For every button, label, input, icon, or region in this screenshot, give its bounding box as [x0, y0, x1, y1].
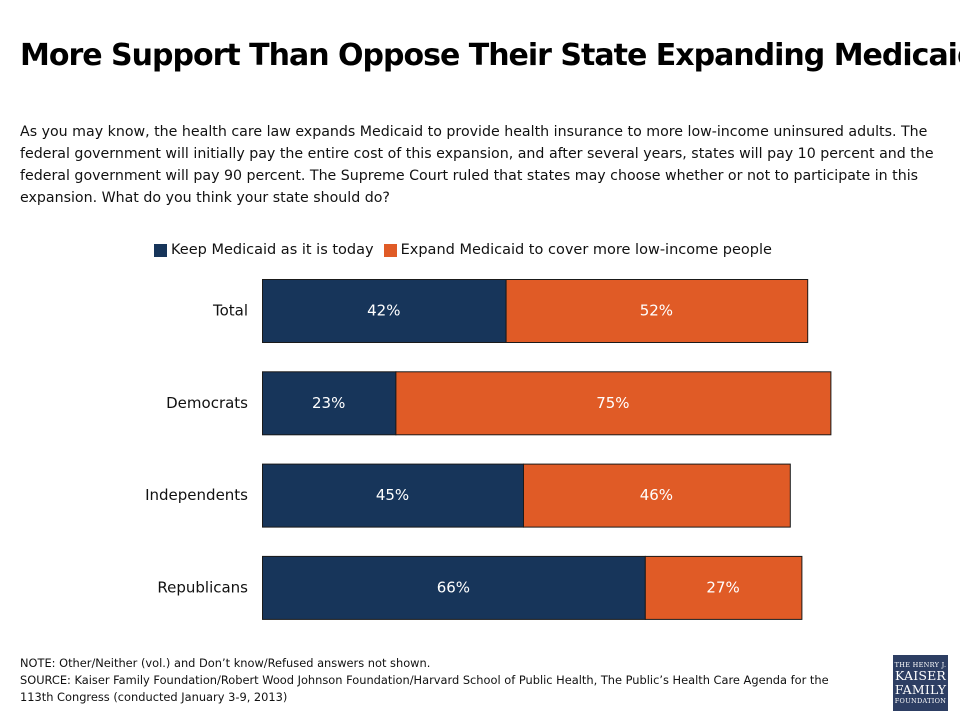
legend-item-keep: Keep Medicaid as it is today	[154, 242, 374, 258]
survey-question: As you may know, the health care law exp…	[20, 124, 934, 206]
kaiser-family-foundation-logo: THE HENRY J. KAISER FAMILY FOUNDATION	[893, 655, 948, 711]
category-label-democrats: Democrats	[166, 394, 248, 412]
data-label-keep-republicans: 66%	[437, 578, 470, 596]
logo-line-1: THE HENRY J.	[894, 661, 947, 669]
data-label-expand-republicans: 27%	[706, 578, 739, 596]
legend-label-keep: Keep Medicaid as it is today	[171, 242, 374, 258]
bar-keep-total	[262, 279, 507, 343]
category-label-republicans: Republicans	[157, 578, 248, 596]
bar-expand-total	[505, 279, 809, 343]
bar-expand-independents	[523, 463, 791, 528]
data-label-keep-total: 42%	[367, 302, 400, 320]
bar-keep-democrats	[262, 371, 397, 436]
bar-expand-republicans	[644, 555, 803, 620]
logo-line-2: KAISER	[894, 668, 947, 683]
logo-line-4: FOUNDATION	[894, 697, 947, 705]
footnote-source: SOURCE: Kaiser Family Foundation/Robert …	[20, 673, 829, 704]
data-label-keep-independents: 45%	[376, 486, 409, 504]
data-label-keep-democrats: 23%	[312, 394, 345, 412]
legend-swatch-expand	[383, 243, 397, 257]
bar-expand-democrats	[395, 371, 832, 436]
chart-legend: Keep Medicaid as it is today Expand Medi…	[154, 240, 782, 260]
data-label-expand-democrats: 75%	[596, 394, 629, 412]
footnotes: NOTE: Other/Neither (vol.) and Don’t kno…	[20, 655, 860, 706]
legend-label-expand: Expand Medicaid to cover more low-income…	[400, 242, 772, 258]
data-label-expand-total: 52%	[640, 302, 673, 320]
legend-item-expand: Expand Medicaid to cover more low-income…	[383, 242, 772, 258]
logo-line-3: FAMILY	[894, 682, 947, 697]
bar-keep-independents	[262, 463, 524, 528]
data-label-expand-independents: 46%	[640, 486, 673, 504]
chart-title: More Support Than Oppose Their State Exp…	[20, 38, 960, 73]
category-label-total: Total	[212, 302, 248, 320]
footnote-note: NOTE: Other/Neither (vol.) and Don’t kno…	[20, 656, 431, 670]
category-label-independents: Independents	[145, 486, 248, 504]
legend-swatch-keep	[154, 243, 167, 257]
bar-keep-republicans	[262, 555, 646, 620]
